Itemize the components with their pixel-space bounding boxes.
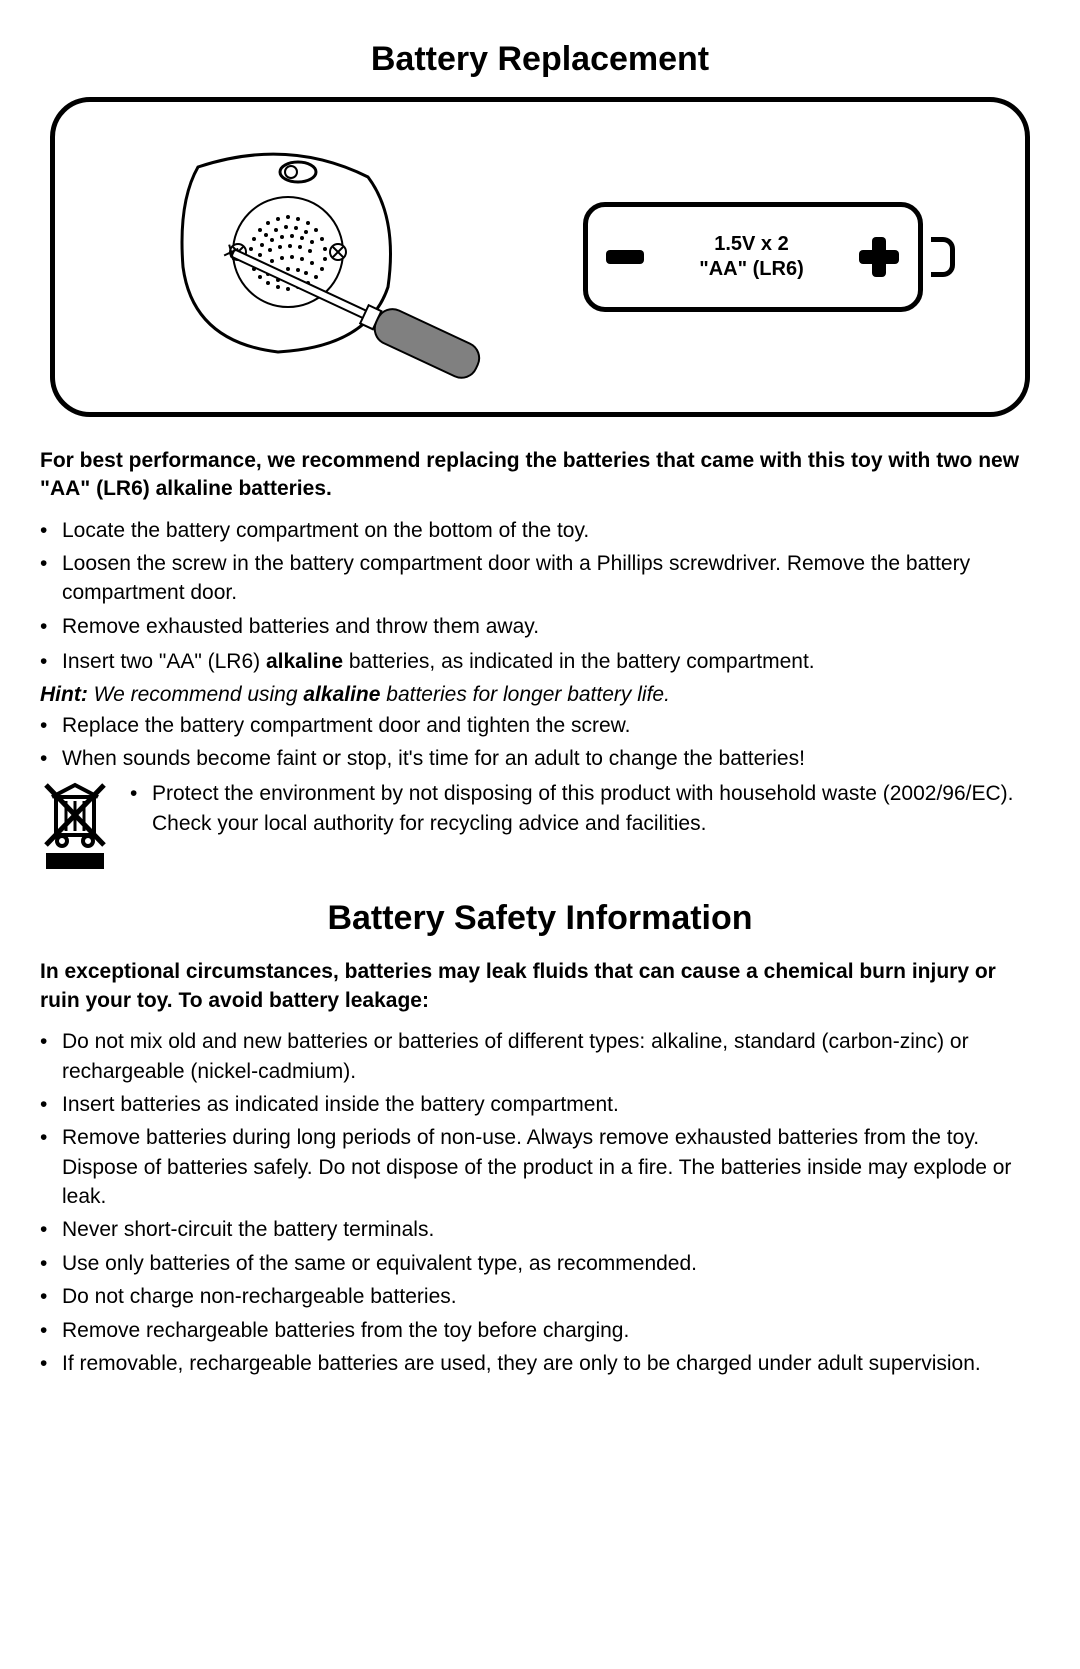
- list-item: Loosen the screw in the battery compartm…: [40, 549, 1040, 608]
- text: Insert two "AA" (LR6): [62, 650, 266, 673]
- list-item: Use only batteries of the same or equiva…: [40, 1249, 1040, 1278]
- list-item: When sounds become faint or stop, it's t…: [40, 744, 1040, 773]
- title-safety-info: Battery Safety Information: [40, 899, 1040, 938]
- list-item: Insert batteries as indicated inside the…: [40, 1090, 1040, 1119]
- list-item: Never short-circuit the battery terminal…: [40, 1215, 1040, 1244]
- text-bold: alkaline: [266, 650, 343, 673]
- text: batteries, as indicated in the battery c…: [343, 650, 815, 673]
- title-battery-replacement: Battery Replacement: [40, 40, 1040, 79]
- recycling-text: Protect the environment by not disposing…: [130, 779, 1040, 838]
- list-item: Do not mix old and new batteries or batt…: [40, 1027, 1040, 1086]
- hint-bold: alkaline: [303, 683, 380, 706]
- recycling-row: Protect the environment by not disposing…: [40, 779, 1040, 869]
- plus-icon: [859, 237, 899, 277]
- battery-voltage: 1.5V x 2: [699, 232, 804, 257]
- list-item: Remove exhausted batteries and throw the…: [40, 612, 1040, 641]
- replacement-step-insert: Insert two "AA" (LR6) alkaline batteries…: [40, 647, 1040, 676]
- list-item: Remove batteries during long periods of …: [40, 1123, 1040, 1211]
- hint-text: batteries for longer battery life.: [380, 683, 669, 706]
- list-item: Replace the battery compartment door and…: [40, 711, 1040, 740]
- weee-recycle-icon: [40, 779, 110, 869]
- list-item: Remove rechargeable batteries from the t…: [40, 1316, 1040, 1345]
- safety-list: Do not mix old and new batteries or batt…: [40, 1027, 1040, 1378]
- hint-text: We recommend using: [88, 683, 304, 706]
- list-item: Insert two "AA" (LR6) alkaline batteries…: [40, 647, 1040, 676]
- battery-spec-illustration: 1.5V x 2 "AA" (LR6): [583, 202, 943, 312]
- list-item: Locate the battery compartment on the bo…: [40, 516, 1040, 545]
- battery-spec-label: 1.5V x 2 "AA" (LR6): [699, 232, 804, 282]
- hint-lead: Hint:: [40, 683, 88, 706]
- device-screwdriver-illustration: [138, 127, 498, 387]
- minus-icon: [606, 250, 644, 264]
- replacement-intro: For best performance, we recommend repla…: [40, 447, 1040, 504]
- replacement-steps-b: Replace the battery compartment door and…: [40, 711, 1040, 774]
- list-item: Do not charge non-rechargeable batteries…: [40, 1282, 1040, 1311]
- replacement-steps-a: Locate the battery compartment on the bo…: [40, 516, 1040, 642]
- hint-line: Hint: We recommend using alkaline batter…: [40, 683, 1040, 707]
- battery-size: "AA" (LR6): [699, 257, 804, 282]
- list-item: If removable, rechargeable batteries are…: [40, 1349, 1040, 1378]
- safety-intro: In exceptional circumstances, batteries …: [40, 958, 1040, 1015]
- illustration-panel: 1.5V x 2 "AA" (LR6): [50, 97, 1030, 417]
